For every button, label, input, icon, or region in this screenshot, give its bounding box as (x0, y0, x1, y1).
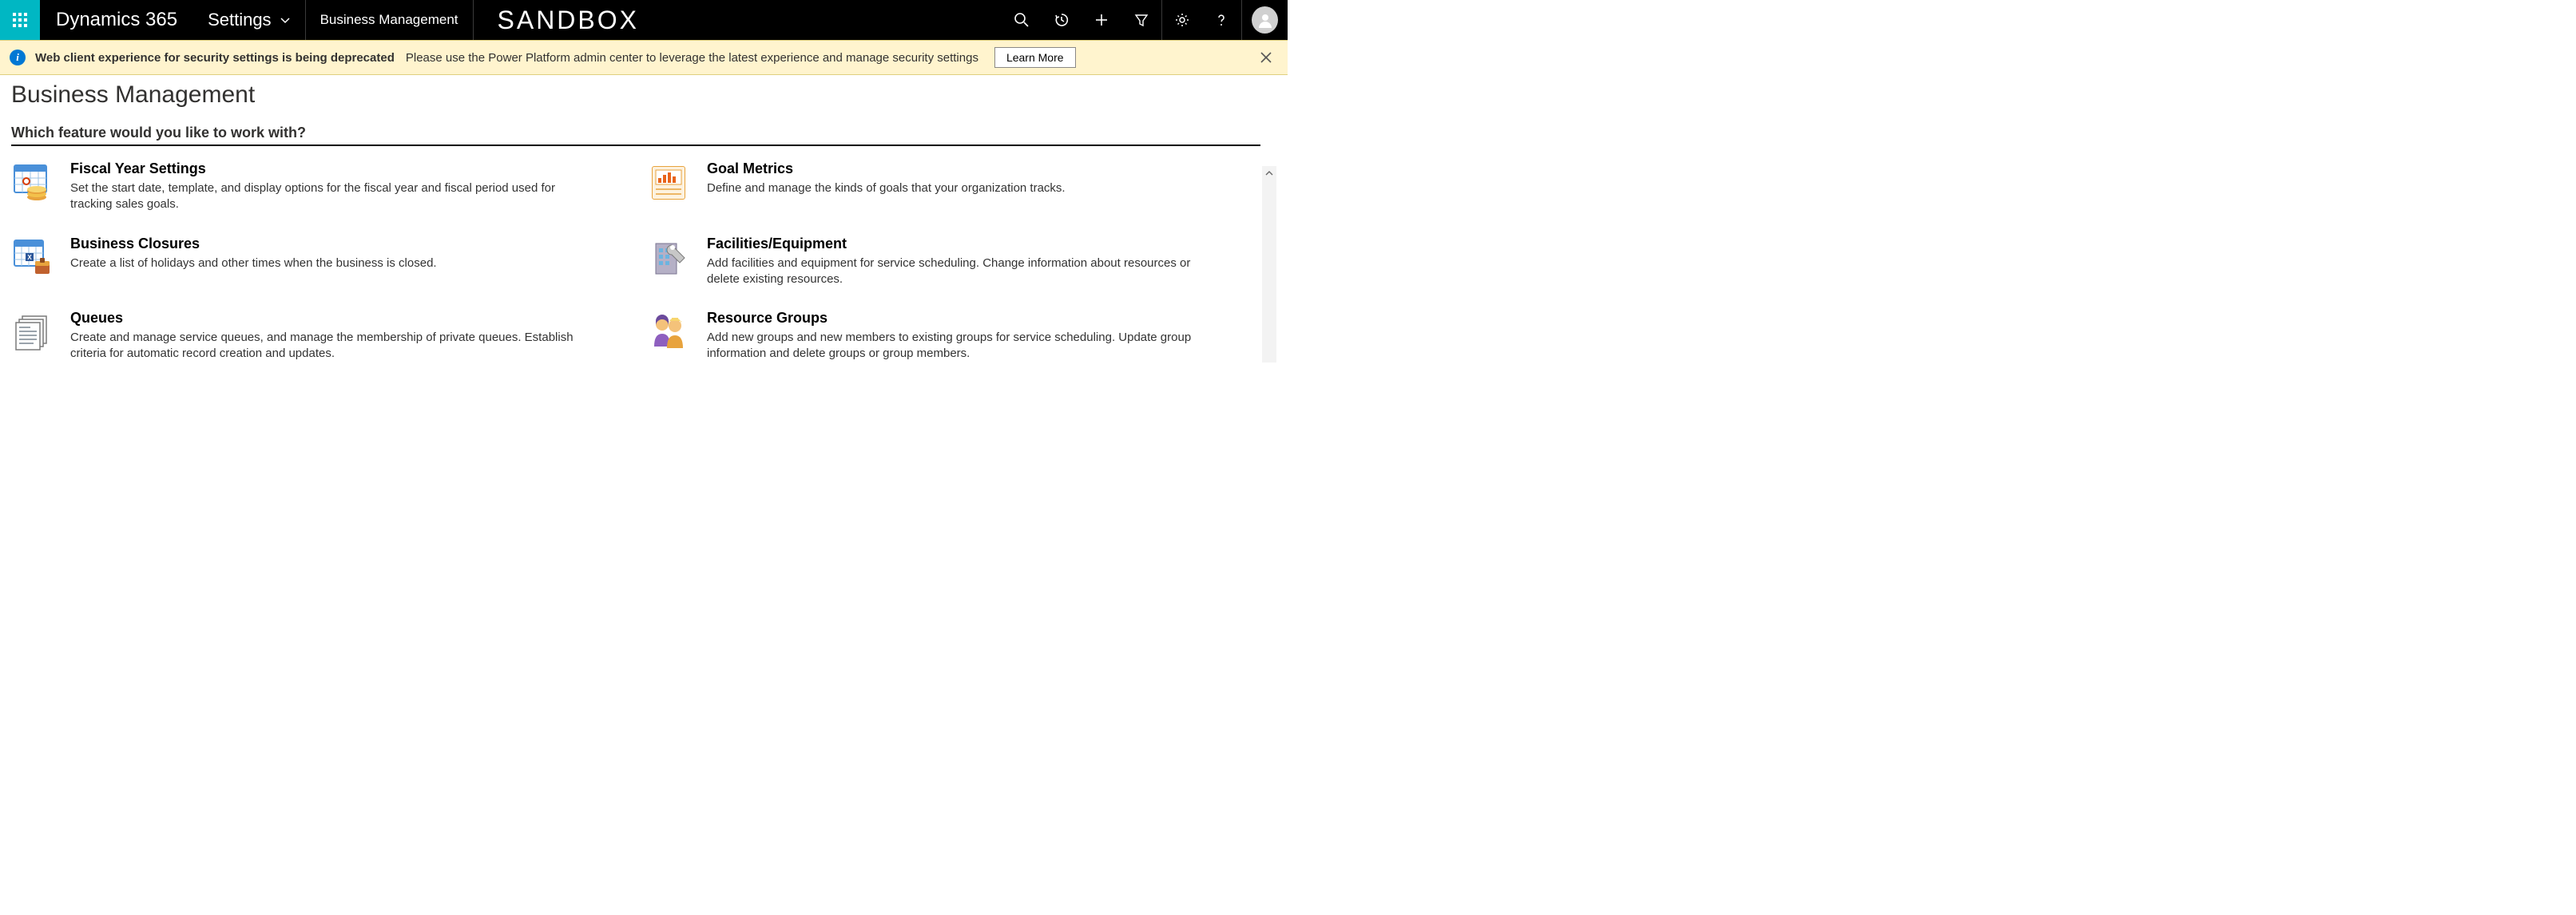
filter-button[interactable] (1121, 0, 1161, 40)
recent-button[interactable] (1042, 0, 1082, 40)
svg-text:X: X (27, 254, 32, 261)
feature-title: Goal Metrics (707, 160, 1066, 177)
feature-title: Resource Groups (707, 310, 1218, 327)
feature-title: Fiscal Year Settings (70, 160, 581, 177)
help-icon (1213, 12, 1229, 28)
business-closures-icon: X (11, 237, 53, 279)
gear-icon (1174, 12, 1190, 28)
history-icon (1054, 12, 1070, 28)
page-title: Business Management (11, 81, 1276, 109)
facilities-equipment-icon (648, 237, 689, 279)
feature-facilities-equipment[interactable]: Facilities/Equipment Add facilities and … (648, 236, 1260, 288)
account-button[interactable] (1241, 0, 1288, 40)
scroll-up-button[interactable] (1262, 166, 1276, 180)
fiscal-year-icon (11, 162, 53, 204)
feature-desc: Add facilities and equipment for service… (707, 255, 1218, 288)
search-button[interactable] (1002, 0, 1042, 40)
feature-goal-metrics[interactable]: Goal Metrics Define and manage the kinds… (648, 160, 1260, 213)
notification-message: Please use the Power Platform admin cent… (406, 51, 978, 65)
app-launcher-button[interactable] (0, 0, 40, 40)
chevron-up-icon (1265, 169, 1273, 177)
deprecation-notification: i Web client experience for security set… (0, 40, 1288, 75)
feature-desc: Create and manage service queues, and ma… (70, 330, 581, 362)
feature-prompt: Which feature would you like to work wit… (11, 125, 1260, 146)
nav-settings[interactable]: Settings (193, 0, 306, 40)
feature-title: Business Closures (70, 236, 437, 252)
feature-desc: Add new groups and new members to existi… (707, 330, 1218, 362)
feature-title: Queues (70, 310, 581, 327)
main-content: Business Management Which feature would … (0, 75, 1288, 378)
nav-settings-label: Settings (208, 10, 272, 30)
feature-fiscal-year-settings[interactable]: Fiscal Year Settings Set the start date,… (11, 160, 624, 213)
info-icon: i (10, 50, 26, 65)
feature-desc: Create a list of holidays and other time… (70, 255, 437, 271)
top-nav-bar: Dynamics 365 Settings Business Managemen… (0, 0, 1288, 40)
feature-business-closures[interactable]: X Business Closures Create a list of hol… (11, 236, 624, 288)
queues-icon (11, 311, 53, 353)
resource-groups-icon (648, 311, 689, 353)
goal-metrics-icon (648, 162, 689, 204)
feature-grid: Fiscal Year Settings Set the start date,… (11, 160, 1260, 362)
chevron-down-icon (280, 14, 291, 26)
feature-desc: Define and manage the kinds of goals tha… (707, 180, 1066, 196)
learn-more-button[interactable]: Learn More (994, 47, 1076, 68)
breadcrumb-label: Business Management (320, 12, 458, 28)
feature-queues[interactable]: Queues Create and manage service queues,… (11, 310, 624, 362)
settings-button[interactable] (1161, 0, 1201, 40)
waffle-icon (13, 13, 27, 27)
plus-icon (1094, 12, 1109, 28)
search-icon (1014, 12, 1030, 28)
notification-title: Web client experience for security setti… (35, 51, 395, 65)
breadcrumb[interactable]: Business Management (306, 0, 474, 40)
person-icon (1256, 10, 1275, 30)
help-button[interactable] (1201, 0, 1241, 40)
close-icon (1260, 52, 1272, 63)
brand-label[interactable]: Dynamics 365 (40, 9, 193, 31)
feature-title: Facilities/Equipment (707, 236, 1218, 252)
scrollbar[interactable] (1262, 166, 1276, 362)
close-notification-button[interactable] (1254, 52, 1278, 63)
feature-resource-groups[interactable]: Resource Groups Add new groups and new m… (648, 310, 1260, 362)
environment-label: SANDBOX (474, 6, 663, 35)
avatar (1252, 6, 1278, 34)
funnel-icon (1133, 12, 1149, 28)
create-button[interactable] (1082, 0, 1121, 40)
feature-desc: Set the start date, template, and displa… (70, 180, 581, 213)
